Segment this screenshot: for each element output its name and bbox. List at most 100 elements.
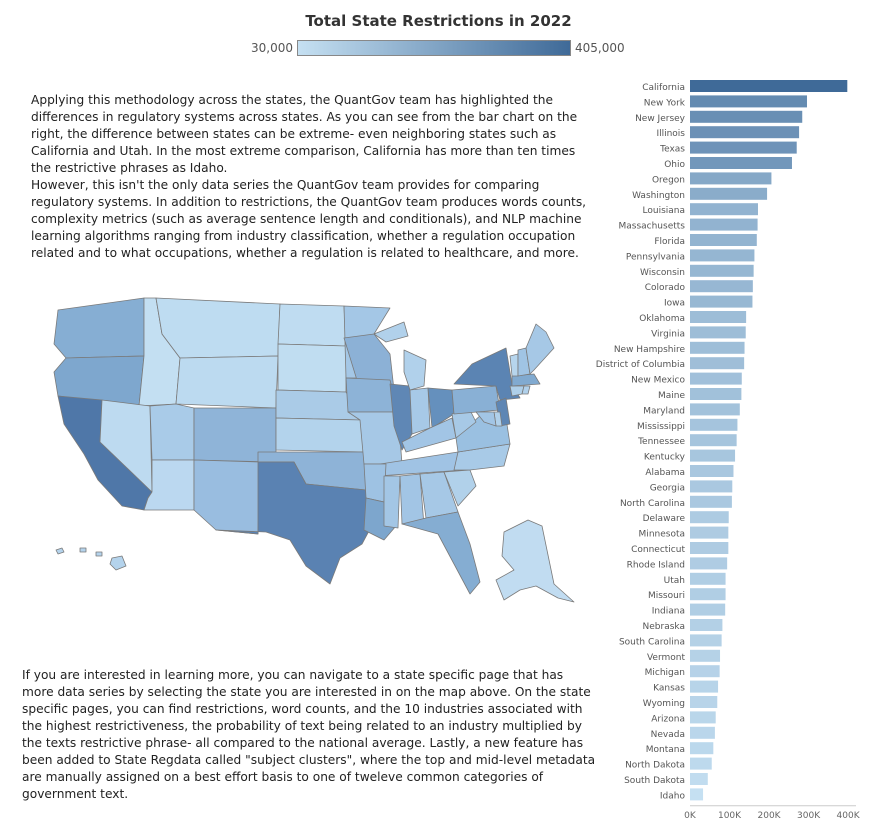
bar-label: Georgia: [650, 483, 685, 493]
bar-label: Florida: [654, 237, 685, 247]
map-state-rhode-island[interactable]: [521, 385, 531, 395]
bar-label: Mississippi: [637, 422, 685, 432]
bar[interactable]: [690, 418, 738, 431]
bar[interactable]: [690, 526, 729, 539]
map-state-michigan[interactable]: [373, 321, 427, 391]
map-state-arkansas[interactable]: [363, 463, 387, 503]
bar[interactable]: [690, 480, 733, 493]
map-state-texas[interactable]: [215, 461, 379, 585]
bar-label: Oklahoma: [639, 314, 685, 324]
map-state-alabama[interactable]: [399, 473, 425, 527]
bar-label: Maryland: [643, 406, 685, 416]
bar[interactable]: [690, 696, 718, 708]
bar[interactable]: [690, 511, 729, 524]
bar[interactable]: [690, 126, 800, 139]
bar[interactable]: [690, 634, 722, 647]
bar[interactable]: [690, 434, 737, 447]
map-state-indiana[interactable]: [409, 387, 431, 435]
bar[interactable]: [690, 603, 726, 616]
map-state-south-dakota[interactable]: [277, 343, 347, 393]
bar-label: Nebraska: [643, 622, 685, 632]
bar[interactable]: [690, 680, 719, 693]
bar[interactable]: [690, 203, 758, 216]
bar-label: Nevada: [651, 730, 685, 740]
map-state-maine[interactable]: [525, 323, 555, 375]
bar[interactable]: [690, 264, 754, 277]
map-state-mississippi[interactable]: [383, 475, 401, 529]
bar[interactable]: [690, 557, 728, 570]
bar[interactable]: [690, 619, 723, 631]
bar[interactable]: [690, 341, 745, 354]
bar[interactable]: [690, 218, 758, 231]
map-state-utah[interactable]: [149, 403, 195, 461]
map-state-montana[interactable]: [155, 297, 281, 359]
map-state-new-mexico[interactable]: [193, 459, 261, 535]
bar-label: Michigan: [645, 668, 685, 678]
bar[interactable]: [690, 742, 714, 755]
bar[interactable]: [690, 403, 740, 416]
bar-label: Texas: [659, 145, 685, 155]
map-state-wyoming[interactable]: [175, 355, 279, 409]
legend-min-label: 30,000: [251, 41, 293, 55]
bar[interactable]: [690, 757, 712, 770]
bar[interactable]: [690, 80, 848, 92]
bar[interactable]: [690, 542, 729, 554]
map-state-kansas[interactable]: [275, 417, 365, 453]
bar[interactable]: [690, 449, 736, 462]
bar[interactable]: [690, 234, 757, 246]
map-state-florida[interactable]: [401, 511, 481, 595]
x-tick-label: 100K: [718, 811, 742, 821]
bar[interactable]: [690, 726, 715, 739]
bar[interactable]: [690, 711, 716, 724]
bar[interactable]: [690, 141, 797, 154]
chart-title: Total State Restrictions in 2022: [305, 12, 572, 30]
bar[interactable]: [690, 788, 704, 801]
bar[interactable]: [690, 465, 734, 477]
map-state-north-dakota[interactable]: [277, 303, 347, 347]
bar-label: Idaho: [660, 791, 686, 801]
legend-max-label: 405,000: [575, 41, 625, 55]
bar-label: New York: [644, 98, 686, 108]
bar[interactable]: [690, 588, 726, 601]
bar[interactable]: [690, 249, 755, 262]
bar-label: Pennsylvania: [626, 252, 685, 262]
bar[interactable]: [690, 110, 803, 123]
bar[interactable]: [690, 157, 792, 169]
bar[interactable]: [690, 665, 720, 678]
map-state-hawaii[interactable]: [55, 547, 127, 571]
bar[interactable]: [690, 773, 708, 785]
map-state-pennsylvania[interactable]: [451, 385, 501, 415]
intro-paragraph: Applying this methodology across the sta…: [31, 93, 578, 175]
map-state-louisiana[interactable]: [363, 497, 397, 541]
bar[interactable]: [690, 649, 721, 662]
bar-label: Delaware: [643, 514, 686, 524]
bar-label: Washington: [632, 191, 685, 201]
bar-label: Minnesota: [639, 530, 685, 540]
bar-label: Arizona: [651, 714, 685, 724]
bar[interactable]: [690, 280, 753, 293]
bar[interactable]: [690, 372, 742, 385]
x-tick-label: 200K: [758, 811, 782, 821]
map-state-vermont[interactable]: [509, 353, 519, 377]
bar[interactable]: [690, 172, 772, 185]
map-state-alaska[interactable]: [495, 519, 575, 603]
bar[interactable]: [690, 295, 753, 308]
bar[interactable]: [690, 357, 745, 370]
bar-label: District of Columbia: [596, 360, 685, 370]
bar[interactable]: [690, 388, 742, 400]
bar[interactable]: [690, 572, 726, 585]
bar[interactable]: [690, 326, 746, 339]
map-state-connecticut[interactable]: [509, 385, 525, 397]
learn-more-paragraph: If you are interested in learning more, …: [22, 668, 596, 801]
map-state-maryland[interactable]: [475, 411, 497, 427]
map-state-south-carolina[interactable]: [443, 469, 477, 507]
bar[interactable]: [690, 95, 807, 108]
bar[interactable]: [690, 311, 747, 323]
bar[interactable]: [690, 495, 732, 508]
bar[interactable]: [690, 187, 768, 200]
map-state-iowa[interactable]: [345, 377, 399, 413]
bar-label: California: [642, 83, 685, 93]
us-choropleth-map[interactable]: [44, 294, 584, 614]
map-state-washington[interactable]: [53, 297, 145, 359]
bar-label: South Dakota: [624, 776, 685, 786]
